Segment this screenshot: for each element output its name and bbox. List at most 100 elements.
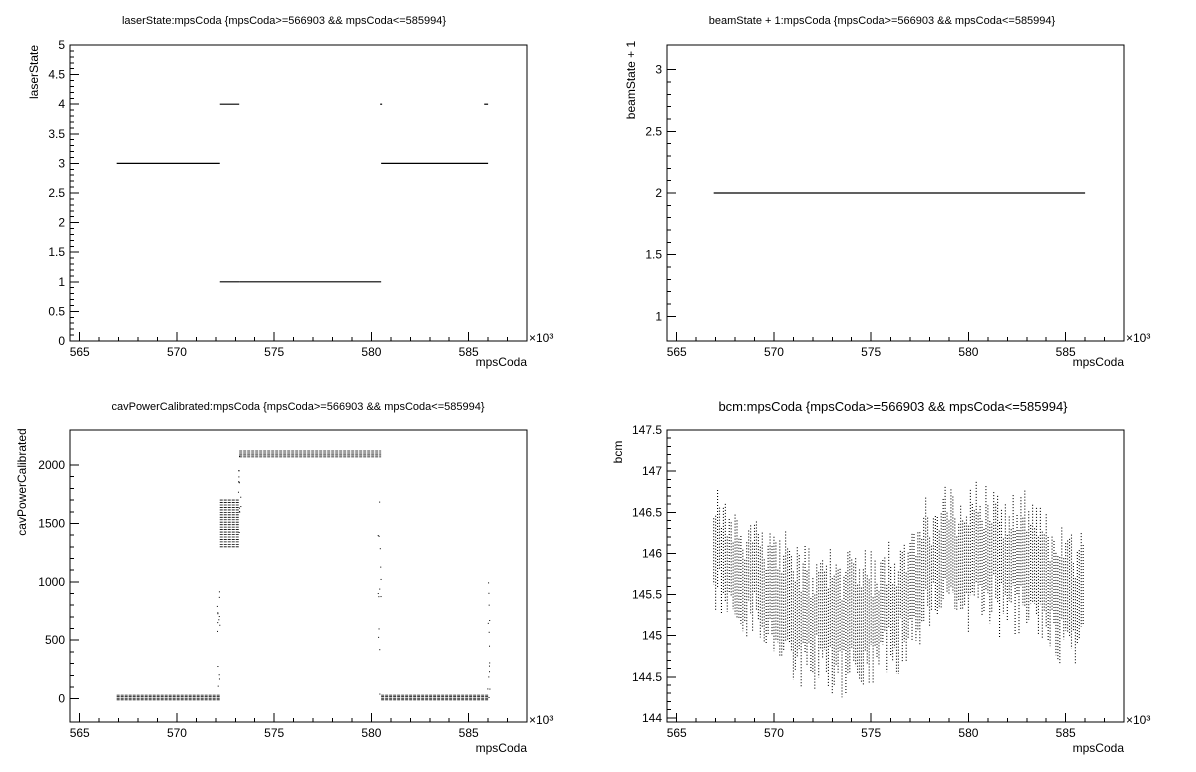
y-tick-label: 2 [58, 216, 65, 230]
y-tick-label: 147 [642, 464, 662, 478]
y-tick-label: 1000 [38, 575, 65, 589]
data-point [489, 620, 491, 622]
x-axis-title: mpsCoda [1073, 741, 1125, 755]
data-point [219, 624, 221, 626]
x-tick-label: 565 [667, 345, 687, 359]
x-tick-label: 585 [1056, 345, 1076, 359]
data-point [379, 649, 381, 651]
data-point [218, 591, 220, 593]
data-point [489, 645, 491, 647]
data-point [378, 628, 380, 630]
data-point [377, 593, 379, 595]
x-tick-label: 585 [459, 345, 479, 359]
data-point [488, 665, 490, 667]
y-tick-label: 1500 [38, 516, 65, 530]
y-tick-label: 1 [58, 275, 65, 289]
data-point [216, 605, 218, 607]
data-point [488, 604, 490, 606]
data-point [218, 678, 220, 680]
data-point [378, 535, 380, 537]
cav-power-chart: cavPowerCalibrated:mpsCoda {mpsCoda>=566… [15, 401, 553, 755]
data-point [238, 470, 240, 472]
x-tick-label: 575 [264, 345, 284, 359]
data-point [240, 496, 242, 498]
x-tick-label: 580 [958, 726, 978, 740]
y-tick-label: 1.5 [645, 248, 662, 262]
data-point [238, 482, 240, 484]
y-tick-label: 1 [655, 309, 662, 323]
data-point [217, 685, 219, 687]
data-point [378, 636, 380, 638]
data-point [218, 674, 220, 676]
chart-title: bcm:mpsCoda {mpsCoda>=566903 && mpsCoda<… [718, 399, 1068, 414]
y-tick-label: 2 [655, 186, 662, 200]
y-tick-label: 146.5 [632, 505, 662, 519]
y-tick-label: 500 [45, 633, 65, 647]
plot-frame [666, 429, 1125, 723]
x-tick-label: 570 [764, 345, 784, 359]
x-tick-label: 585 [459, 726, 479, 740]
y-tick-label: 4.5 [48, 68, 65, 82]
data-point [240, 506, 242, 508]
laser-state-chart: laserState:mpsCoda {mpsCoda>=566903 && m… [27, 15, 553, 369]
data-point [379, 501, 381, 503]
y-tick-label: 5 [58, 38, 65, 52]
data-point [238, 511, 240, 513]
x-tick-label: 575 [861, 726, 881, 740]
data-point [487, 622, 489, 624]
data-point [377, 535, 379, 537]
y-tick-label: 3 [655, 63, 662, 77]
x-axis-title: mpsCoda [1073, 355, 1125, 369]
data-point [380, 566, 382, 568]
data-point [238, 481, 240, 483]
x-exponent-label: ×10³ [529, 713, 553, 727]
data-point [488, 696, 490, 698]
plot-frame [69, 44, 528, 342]
data-point [379, 548, 381, 550]
y-tick-label: 145.5 [632, 588, 662, 602]
data-point [218, 616, 220, 618]
y-tick-label: 1.5 [48, 245, 65, 259]
y-tick-label: 147.5 [632, 423, 662, 437]
data-point [216, 630, 218, 632]
y-tick-label: 145 [642, 629, 662, 643]
y-tick-label: 146 [642, 546, 662, 560]
plot-frame [69, 429, 528, 723]
chart-title: beamState + 1:mpsCoda {mpsCoda>=566903 &… [709, 15, 1056, 27]
data-point [488, 631, 490, 633]
x-tick-label: 580 [958, 345, 978, 359]
data-point [380, 596, 382, 598]
data-point [379, 693, 381, 695]
data-point [218, 619, 220, 621]
data-point [489, 688, 491, 690]
data-point [237, 491, 239, 493]
x-exponent-label: ×10³ [529, 331, 553, 345]
x-tick-label: 575 [861, 345, 881, 359]
x-tick-label: 585 [1056, 726, 1076, 740]
data-point [488, 582, 490, 584]
data-point [217, 612, 219, 614]
y-axis-title: bcm [611, 441, 625, 464]
data-point [489, 662, 491, 664]
x-exponent-label: ×10³ [1126, 713, 1150, 727]
x-tick-label: 565 [667, 726, 687, 740]
data-point [238, 507, 240, 509]
x-exponent-label: ×10³ [1126, 331, 1150, 345]
x-tick-label: 580 [361, 345, 381, 359]
data-point [238, 532, 240, 534]
y-axis-title: laserState [27, 45, 41, 99]
x-axis-title: mpsCoda [476, 355, 528, 369]
y-axis-title: beamState + 1 [624, 40, 638, 119]
x-tick-label: 570 [167, 726, 187, 740]
y-tick-label: 0 [58, 692, 65, 706]
data-point [239, 455, 241, 457]
bcm-chart: bcm:mpsCoda {mpsCoda>=566903 && mpsCoda<… [611, 399, 1150, 755]
data-point [378, 596, 380, 598]
chart-title: laserState:mpsCoda {mpsCoda>=566903 && m… [122, 15, 446, 27]
x-tick-label: 580 [361, 726, 381, 740]
y-tick-label: 3 [58, 156, 65, 170]
data-point [218, 596, 220, 598]
y-tick-label: 0.5 [48, 304, 65, 318]
data-point [487, 688, 489, 690]
